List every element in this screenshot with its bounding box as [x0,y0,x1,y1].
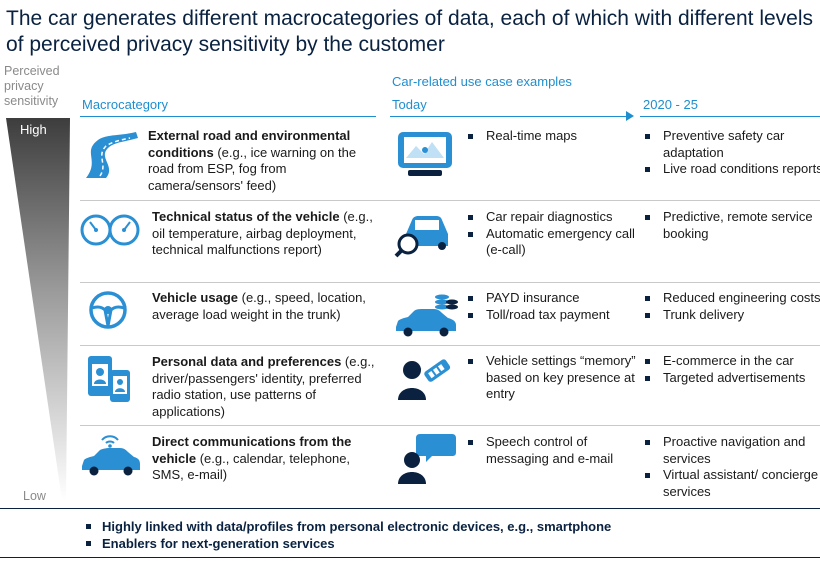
person-key-icon [398,359,451,400]
list-item: Real-time maps [466,128,636,145]
sensitivity-high-label: High [20,122,47,137]
list-item: Speech control of messaging and e-mail [466,434,636,467]
row-separator [80,345,820,346]
row-4-today-list: Vehicle settings “memory” based on key p… [466,353,636,403]
list-item: E-commerce in the car [643,353,820,370]
row-1-future-list: Preventive safety car adaptation Live ro… [643,128,820,178]
future-header-rule [640,116,820,117]
navigation-device-icon [398,132,452,176]
person-speech-icon [398,434,456,484]
row-2-today-list: Car repair diagnostics Automatic emergen… [466,209,636,259]
car-diagnostics-icon [394,216,448,258]
list-item: Trunk delivery [643,307,820,324]
steering-wheel-icon [89,291,127,329]
footer-item: Highly linked with data/profiles from pe… [80,518,810,535]
list-item: Proactive navigation and services [643,434,820,467]
row-5-future-list: Proactive navigation and services Virtua… [643,434,820,500]
list-item: Reduced engineering costs [643,290,820,307]
row-separator [80,425,820,426]
future-header: 2020 - 25 [643,97,698,112]
list-item: Predictive, remote service booking [643,209,820,242]
identity-cards-icon [88,356,130,402]
row-2-future-list: Predictive, remote service booking [643,209,820,242]
row-2-macrocategory: Technical status of the vehicle (e.g., o… [152,209,373,257]
list-item: Virtual assistant/ concierge services [643,467,820,500]
today-header-rule [390,116,630,117]
macrocategory-header-rule [80,116,376,117]
list-item: Preventive safety car adaptation [643,128,820,161]
use-cases-header: Car-related use case examples [392,74,572,89]
macrocategory-header: Macrocategory [82,97,168,112]
row-separator [80,282,820,283]
list-item: Live road conditions reports [643,161,820,178]
list-item: Car repair diagnostics [466,209,636,226]
connected-car-icon [82,435,140,476]
row-5-macrocategory: Direct communications from the vehicle (… [152,434,352,482]
list-item: PAYD insurance [466,290,636,307]
footer-item: Enablers for next-generation services [80,535,810,552]
page-title: The car generates different macrocategor… [6,7,814,56]
list-item: Toll/road tax payment [466,307,636,324]
row-separator [80,200,820,201]
list-item: Vehicle settings “memory” based on key p… [466,353,636,403]
row-3-today-list: PAYD insurance Toll/road tax payment [466,290,636,323]
list-item: Automatic emergency call (e-call) [466,226,636,259]
sensitivity-gradient-triangle [6,118,70,500]
row-3-future-list: Reduced engineering costs Trunk delivery [643,290,820,323]
footer-top-rule [0,508,820,509]
arrow-right-icon [626,111,634,121]
footer-list: Highly linked with data/profiles from pe… [80,518,810,552]
sensitivity-low-label: Low [23,489,46,503]
gauges-icon [80,214,140,246]
today-header: Today [392,97,427,112]
row-1-macrocategory: External road and environmental conditio… [148,128,357,193]
list-item: Targeted advertisements [643,370,820,387]
row-5-today-list: Speech control of messaging and e-mail [466,434,636,467]
row-4-future-list: E-commerce in the car Targeted advertise… [643,353,820,386]
row-4-macrocategory: Personal data and preferences (e.g., dri… [152,354,375,419]
row-3-macrocategory: Vehicle usage (e.g., speed, location, av… [152,290,366,322]
row-1-today-list: Real-time maps [466,128,636,145]
sensitivity-axis-label: Perceived privacy sensitivity [4,64,60,108]
footer-bottom-rule [0,557,820,558]
road-icon [86,132,138,178]
car-coins-icon [396,294,458,337]
